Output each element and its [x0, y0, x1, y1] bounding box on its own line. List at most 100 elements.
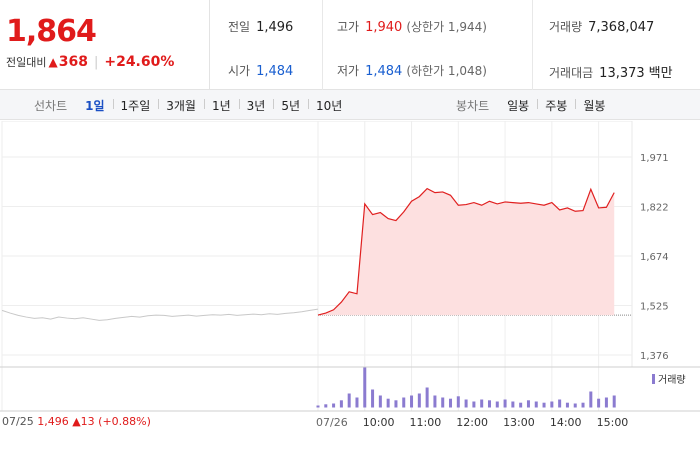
- tab-line-4[interactable]: 3년: [238, 97, 274, 114]
- change-separator: |: [93, 54, 99, 70]
- price-chart: 1,971 1,822 1,674 1,525 1,376 07/26 10:00 11:00…: [0, 121, 700, 450]
- tab-line-0[interactable]: 1일: [85, 98, 105, 113]
- volume-bar: [441, 397, 445, 408]
- volume-bar: [480, 399, 484, 408]
- tab-line-6[interactable]: 10년: [308, 97, 350, 114]
- stat-value: 1,484: [256, 64, 294, 79]
- change-rate: +24.60%: [104, 54, 175, 70]
- tab-line-1[interactable]: 1주일: [112, 97, 159, 114]
- stat-label: 거래대금: [549, 66, 594, 80]
- stat-sub: (하한가 1,048): [406, 64, 487, 78]
- volume-bar: [511, 401, 515, 408]
- prev-day-date: 07/25: [2, 415, 34, 428]
- up-triangle-icon: ▲: [72, 415, 81, 428]
- y-tick-label: 1,376: [640, 351, 669, 362]
- volume-bar: [503, 399, 507, 408]
- tab-line-2[interactable]: 3개월: [158, 97, 204, 114]
- y-tick-label: 1,525: [640, 302, 669, 313]
- stat-value: 1,484: [365, 64, 403, 79]
- line-chart-title: 선차트: [34, 98, 68, 113]
- volume-bar: [417, 393, 421, 408]
- volume-bar: [394, 400, 398, 408]
- current-price: 1,864: [6, 14, 97, 49]
- tab-candle-1[interactable]: 주봉: [537, 97, 575, 114]
- volume-bar: [472, 401, 476, 408]
- volume-bar: [558, 399, 562, 408]
- stat-sub: (상한가 1,944): [406, 20, 487, 34]
- stat-volume: 거래량 7,368,047: [549, 18, 654, 35]
- volume-bar: [433, 395, 437, 408]
- tab-line-5[interactable]: 5년: [273, 97, 308, 114]
- volume-bar: [612, 395, 616, 408]
- chart-tab-bar: 선차트 1일 1주일 3개월 1년 3년 5년 10년 봉차트 일봉 주봉 월봉: [0, 90, 700, 120]
- chart-svg: 1,971 1,822 1,674 1,525 1,376 07/26 10:00 11:00…: [0, 121, 700, 429]
- volume-bar: [316, 405, 320, 408]
- change-row: 전일대비 ▲ 368 | +24.60%: [6, 54, 174, 70]
- today-area: [318, 188, 615, 316]
- tab-candle-0[interactable]: 일봉: [507, 98, 530, 113]
- change-amount: 368: [58, 54, 88, 70]
- x-tick-label: 14:00: [550, 416, 582, 429]
- volume-legend-swatch: [652, 373, 655, 384]
- line-chart-tabs: 선차트 1일 1주일 3개월 1년 3년 5년 10년: [34, 90, 350, 120]
- x-tick-label: 10:00: [363, 416, 395, 429]
- volume-bar: [425, 387, 429, 408]
- stat-label: 전일: [228, 20, 251, 34]
- stats-divider: [322, 0, 323, 90]
- stats-divider: [532, 0, 533, 90]
- volume-bar: [519, 402, 523, 408]
- volume-bar: [378, 395, 382, 408]
- volume-bar: [371, 389, 375, 408]
- stat-value: 1,496: [256, 20, 294, 35]
- candle-chart-tabs: 봉차트 일봉 주봉 월봉: [456, 90, 613, 120]
- quote-header: 1,864 전일대비 ▲ 368 | +24.60% 전일 1,496 고가 1,94…: [0, 0, 700, 90]
- stat-sub: 백만: [648, 66, 673, 81]
- volume-bar: [324, 404, 328, 408]
- stat-label: 거래량: [549, 20, 583, 34]
- x-tick-label: 12:00: [456, 416, 488, 429]
- today-line: [317, 187, 615, 316]
- x-tick-label: 11:00: [410, 416, 442, 429]
- volume-bar: [542, 402, 546, 408]
- x-tick-label: 15:00: [597, 416, 629, 429]
- volume-legend-label: 거래량: [658, 375, 686, 386]
- stat-trade-value: 거래대금 13,373 백만: [549, 62, 673, 81]
- volume-bar: [495, 401, 499, 408]
- volume-bar: [402, 397, 406, 408]
- volume-bar: [464, 399, 468, 408]
- change-label: 전일대비: [6, 56, 47, 69]
- line-tab-list: 1일 1주일 3개월 1년 3년 5년 10년: [77, 97, 350, 114]
- volume-legend: 거래량: [652, 371, 686, 386]
- tab-line-3[interactable]: 1년: [203, 97, 239, 114]
- volume-bar: [347, 393, 351, 408]
- y-tick-label: 1,822: [640, 203, 669, 214]
- volume-bar: [332, 403, 336, 408]
- volume-bar: [534, 401, 538, 408]
- volume-bar: [449, 398, 453, 408]
- stat-value: 7,368,047: [588, 20, 655, 35]
- x-tick-label: 07/26: [316, 416, 348, 429]
- stat-prev-close: 전일 1,496: [228, 18, 293, 35]
- volume-bar: [565, 402, 569, 408]
- tab-candle-2[interactable]: 월봉: [575, 97, 613, 114]
- volume-bar: [604, 397, 608, 408]
- volume-bar: [526, 400, 530, 408]
- volume-bar: [550, 401, 554, 408]
- candle-tab-list: 일봉 주봉 월봉: [499, 97, 613, 114]
- x-tick-label: 13:00: [503, 416, 535, 429]
- prev-day-info: 07/25 1,496 ▲13 (+0.88%): [2, 415, 151, 428]
- volume-bar: [410, 395, 414, 408]
- stat-label: 저가: [337, 64, 360, 78]
- volume-bar: [355, 397, 359, 408]
- stat-high: 고가 1,940 (상한가 1,944): [337, 18, 487, 35]
- stat-label: 고가: [337, 20, 360, 34]
- volume-bar: [597, 398, 601, 408]
- price-panel: 1,864 전일대비 ▲ 368 | +24.60%: [0, 0, 210, 90]
- stat-low: 저가 1,484 (하한가 1,048): [337, 62, 487, 79]
- stat-open: 시가 1,484: [228, 62, 293, 79]
- candle-chart-title: 봉차트: [456, 98, 490, 113]
- stat-label: 시가: [228, 64, 251, 78]
- volume-bar: [456, 396, 460, 408]
- volume-bar: [339, 400, 343, 408]
- prev-day-rate: (+0.88%): [98, 415, 151, 428]
